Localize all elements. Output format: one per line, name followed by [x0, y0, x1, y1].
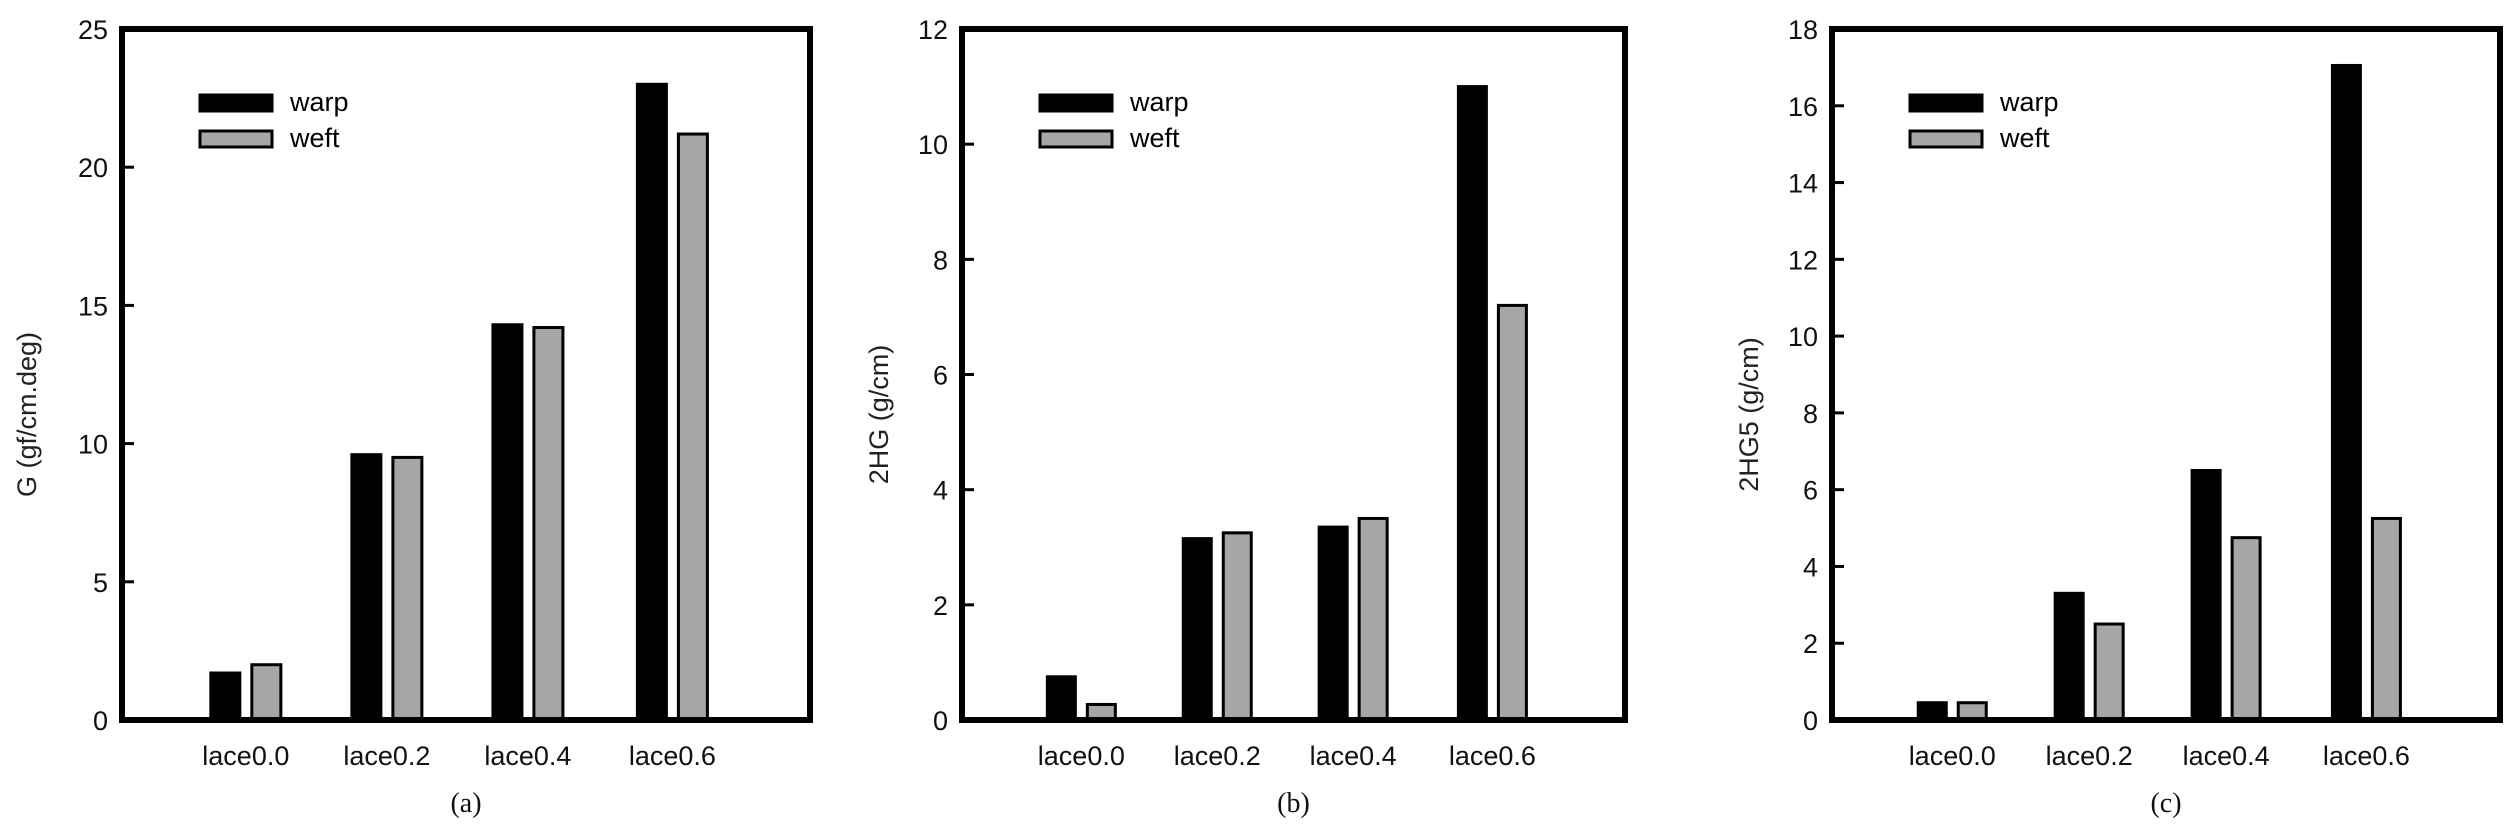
y-tick-label: 0 [1803, 706, 1818, 736]
y-tick-label: 2 [1803, 629, 1818, 659]
bar-warp-lace0.0 [1045, 675, 1077, 722]
y-tick-label: 18 [1788, 15, 1818, 45]
bar-warp-lace0.0 [209, 671, 242, 722]
y-tick-label: 2 [933, 591, 948, 621]
x-tick-label: lace0.2 [2046, 741, 2133, 771]
x-tick-label: lace0.6 [2323, 741, 2410, 771]
bar-weft-lace0.2 [2093, 622, 2125, 722]
y-tick-label: 8 [1803, 399, 1818, 429]
bar-weft-lace0.6 [2370, 516, 2402, 722]
bar-weft-lace0.4 [2230, 536, 2262, 722]
legend-swatch-weft [198, 129, 274, 149]
legend-label-weft: weft [1999, 123, 2050, 153]
y-tick-label: 6 [1803, 476, 1818, 506]
y-tick-label: 8 [933, 245, 948, 275]
bar-weft-lace0.2 [391, 455, 424, 722]
x-tick-label: lace0.6 [1449, 741, 1536, 771]
legend-swatch-weft [1908, 129, 1984, 149]
x-tick-label: lace0.2 [343, 741, 430, 771]
x-tick-label: lace0.2 [1174, 741, 1261, 771]
y-tick-label: 10 [1788, 322, 1818, 352]
legend-label-warp: warp [289, 87, 349, 117]
plot-frame [119, 26, 813, 723]
panel-label: (b) [1277, 788, 1310, 819]
bar-warp-lace0.2 [2053, 591, 2085, 722]
y-tick-label: 12 [918, 15, 948, 45]
y-axis-title: 2HG (g/cm) [864, 345, 894, 485]
bar-warp-lace0.6 [1456, 85, 1488, 722]
y-tick-label: 10 [918, 130, 948, 160]
bar-weft-lace0.0 [250, 663, 283, 722]
y-tick-label: 16 [1788, 92, 1818, 122]
bar-warp-lace0.6 [2330, 63, 2362, 722]
bar-warp-lace0.2 [350, 453, 383, 722]
y-tick-label: 4 [1803, 552, 1818, 582]
y-tick-label: 20 [78, 153, 108, 183]
x-tick-label: lace0.0 [202, 741, 289, 771]
panel-label: (c) [2150, 788, 2181, 819]
y-tick-label: 10 [78, 430, 108, 460]
legend-swatch-warp [1908, 93, 1984, 113]
x-tick-label: lace0.4 [1310, 741, 1397, 771]
y-tick-label: 0 [93, 706, 108, 736]
legend-label-warp: warp [1999, 87, 2059, 117]
bar-weft-lace0.6 [676, 132, 709, 722]
y-tick-label: 15 [78, 291, 108, 321]
y-axis-title: 2HG5 (g/cm) [1734, 337, 1764, 492]
legend-label-warp: warp [1129, 87, 1189, 117]
panel-label: (a) [450, 788, 481, 819]
x-tick-label: lace0.0 [1909, 741, 1996, 771]
bar-warp-lace0.4 [1317, 525, 1349, 722]
y-tick-label: 5 [93, 568, 108, 598]
y-tick-label: 0 [933, 706, 948, 736]
chart-panel-2: lace0.0 lace0.2 lace0.4 lace0.6 0 2 4 6 8 10 12 2HG… [864, 15, 1628, 819]
bar-weft-lace0.6 [1496, 303, 1528, 722]
y-axis-title: G (gf/cm.deg) [12, 332, 42, 497]
legend-swatch-weft [1038, 129, 1114, 149]
x-tick-label: lace0.0 [1038, 741, 1125, 771]
y-tick-label: 12 [1788, 245, 1818, 275]
bar-warp-lace0.6 [635, 82, 668, 722]
bar-weft-lace0.4 [1357, 516, 1389, 722]
legend-label-weft: weft [289, 123, 340, 153]
x-tick-label: lace0.4 [2183, 741, 2270, 771]
bar-weft-lace0.4 [532, 326, 565, 722]
bar-warp-lace0.4 [2190, 468, 2222, 722]
chart-panel-3: lace0.0 lace0.2 lace0.4 lace0.6 0 2 4 6 8 10 12 14 1… [1734, 15, 2503, 819]
bar-warp-lace0.2 [1181, 537, 1213, 722]
bar-warp-lace0.4 [491, 323, 524, 722]
legend-swatch-warp [198, 93, 274, 113]
plot-frame [1829, 26, 2503, 723]
y-tick-label: 25 [78, 15, 108, 45]
y-tick-label: 6 [933, 361, 948, 391]
y-tick-label: 14 [1788, 169, 1818, 199]
bar-weft-lace0.2 [1221, 531, 1253, 722]
chart-panel-1: lace0.0 lace0.2 lace0.4 lace0.6 0 5 10 15 20 25 G … [12, 15, 813, 819]
y-tick-label: 4 [933, 476, 948, 506]
legend-label-weft: weft [1129, 123, 1180, 153]
legend-swatch-warp [1038, 93, 1114, 113]
x-tick-label: lace0.4 [484, 741, 571, 771]
x-tick-label: lace0.6 [629, 741, 716, 771]
